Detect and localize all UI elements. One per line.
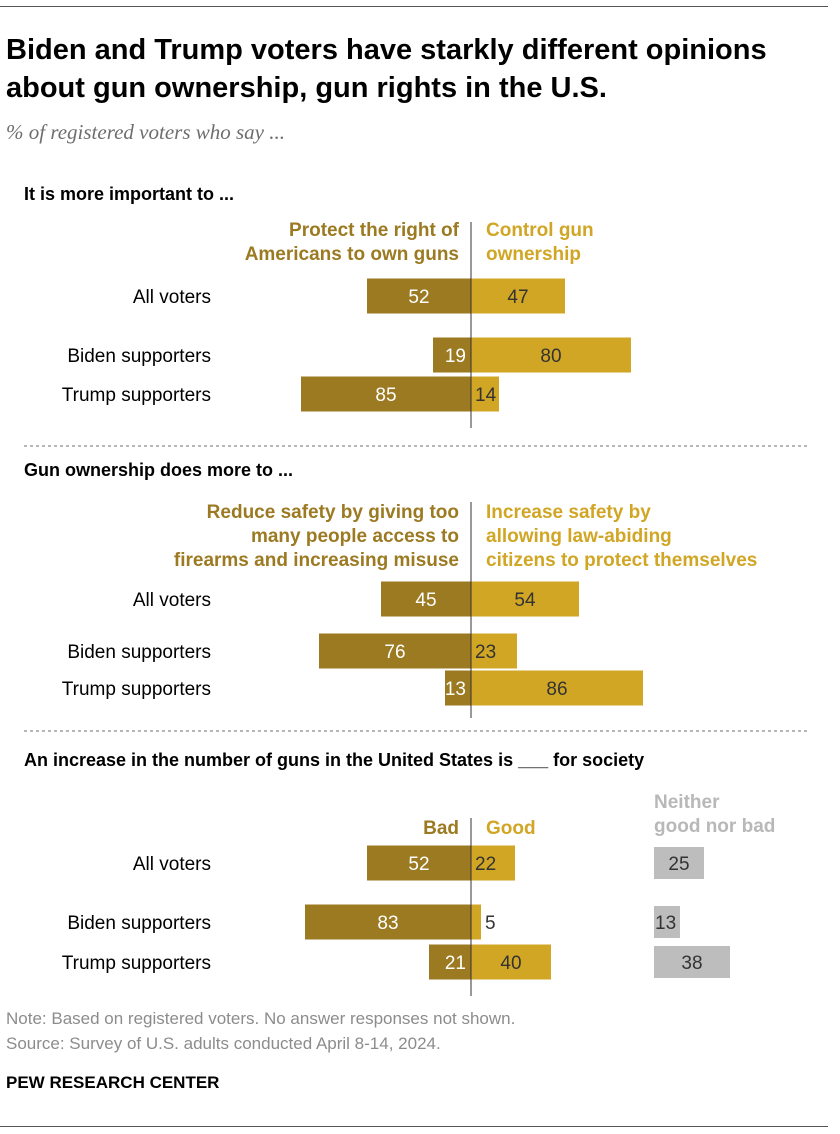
panel2-category-label: All voters bbox=[133, 590, 211, 611]
panel2-value-right: 54 bbox=[514, 590, 536, 611]
panel1-value-left: 85 bbox=[375, 385, 396, 406]
panel3-bar-left bbox=[429, 944, 471, 980]
top-rule bbox=[0, 6, 828, 7]
panel1-category-label: Trump supporters bbox=[62, 385, 211, 406]
panel3-value-left: 83 bbox=[377, 913, 398, 934]
panel3-category-label: All voters bbox=[133, 854, 211, 875]
panel1-category-label: All voters bbox=[133, 287, 211, 308]
panel2-legend-left-line: Reduce safety by giving too bbox=[207, 502, 459, 523]
panel1-bar-left bbox=[433, 337, 471, 373]
panel1-bar-left bbox=[367, 278, 471, 314]
panel3-category-label: Trump supporters bbox=[62, 953, 211, 974]
brand-label: PEW RESEARCH CENTER bbox=[6, 1073, 220, 1092]
panel3-value-right: 5 bbox=[485, 913, 496, 934]
panel2-bar-right bbox=[471, 633, 517, 669]
panel2-legend-left-line: firearms and increasing misuse bbox=[174, 550, 459, 571]
panel2-legend-left-line: many people access to bbox=[251, 526, 459, 547]
panel2-legend-right-line: allowing law-abiding bbox=[486, 526, 672, 547]
panel2-value-right: 23 bbox=[475, 642, 496, 663]
panel3-bar-right bbox=[471, 944, 551, 980]
panel3-bar-neither bbox=[654, 946, 730, 978]
chart-subtitle: % of registered voters who say ... bbox=[6, 120, 285, 144]
panel1-value-right: 47 bbox=[507, 287, 528, 308]
panel3-legend-left-line: Bad bbox=[423, 818, 459, 839]
panel1-legend-right-line: Control gun bbox=[486, 220, 594, 241]
panel1-title: It is more important to ... bbox=[24, 184, 234, 204]
panel2-legend-right-line: Increase safety by bbox=[486, 502, 651, 523]
panel2-bar-left bbox=[445, 670, 471, 706]
panel2-title: Gun ownership does more to ... bbox=[24, 460, 293, 480]
charts-canvas: It is more important to ... Protect the r… bbox=[24, 184, 810, 996]
panel2-bar-left bbox=[381, 581, 471, 617]
panel1-category-label: Biden supporters bbox=[67, 346, 211, 367]
panel1-value-right: 80 bbox=[540, 346, 561, 367]
bottom-rule bbox=[0, 1126, 828, 1127]
panel3-title: An increase in the number of guns in the… bbox=[24, 750, 644, 770]
panel1-bar-right bbox=[471, 376, 499, 412]
panel1-bar-right bbox=[471, 278, 565, 314]
panel3-bar-right bbox=[471, 845, 515, 881]
panel3-legend-neither-line: Neither bbox=[654, 792, 720, 813]
panel2-category-label: Biden supporters bbox=[67, 642, 211, 663]
panel1-value-left: 52 bbox=[408, 287, 429, 308]
panel1-legend-left-line: Americans to own guns bbox=[245, 244, 459, 265]
panel3-bar-right bbox=[471, 904, 481, 940]
panel1-value-right: 14 bbox=[475, 385, 497, 406]
footer-note: Note: Based on registered voters. No ans… bbox=[6, 1009, 516, 1028]
panel3-legend-right-line: Good bbox=[486, 818, 536, 839]
panel1-bar-right bbox=[471, 337, 631, 373]
panel1-legend-left-line: Protect the right of bbox=[289, 220, 460, 241]
panel3-category-label: Biden supporters bbox=[67, 913, 211, 934]
panel2-value-left: 13 bbox=[445, 679, 466, 700]
panel3-bar-left bbox=[367, 845, 471, 881]
panel2-bar-right bbox=[471, 581, 579, 617]
panel3-value-neither: 38 bbox=[681, 953, 702, 974]
panel2-value-left: 45 bbox=[415, 590, 436, 611]
panel3-value-left: 21 bbox=[445, 953, 466, 974]
panel2-value-left: 76 bbox=[384, 642, 405, 663]
panel3-bar-neither bbox=[654, 906, 680, 938]
panel1-bar-left bbox=[301, 376, 471, 412]
panel3-value-right: 40 bbox=[500, 953, 521, 974]
footer-source: Source: Survey of U.S. adults conducted … bbox=[6, 1034, 441, 1053]
panel2-bar-right bbox=[471, 670, 643, 706]
panel3-value-left: 52 bbox=[408, 854, 429, 875]
panel3-legend-neither-line: good nor bad bbox=[654, 816, 775, 837]
panel2-legend-right-line: citizens to protect themselves bbox=[486, 550, 757, 571]
panel2-value-right: 86 bbox=[546, 679, 567, 700]
panel1-legend-right-line: ownership bbox=[486, 244, 581, 265]
panel3-bar-left bbox=[305, 904, 471, 940]
chart-title: Biden and Trump voters have starkly diff… bbox=[6, 34, 767, 104]
panel2-bar-left bbox=[319, 633, 471, 669]
panel3-value-neither: 13 bbox=[655, 913, 676, 934]
panel3-value-right: 22 bbox=[475, 854, 496, 875]
panel3-value-neither: 25 bbox=[668, 854, 689, 875]
panel1-value-left: 19 bbox=[445, 346, 466, 367]
panel2-category-label: Trump supporters bbox=[62, 679, 211, 700]
panel3-bar-neither bbox=[654, 847, 704, 879]
